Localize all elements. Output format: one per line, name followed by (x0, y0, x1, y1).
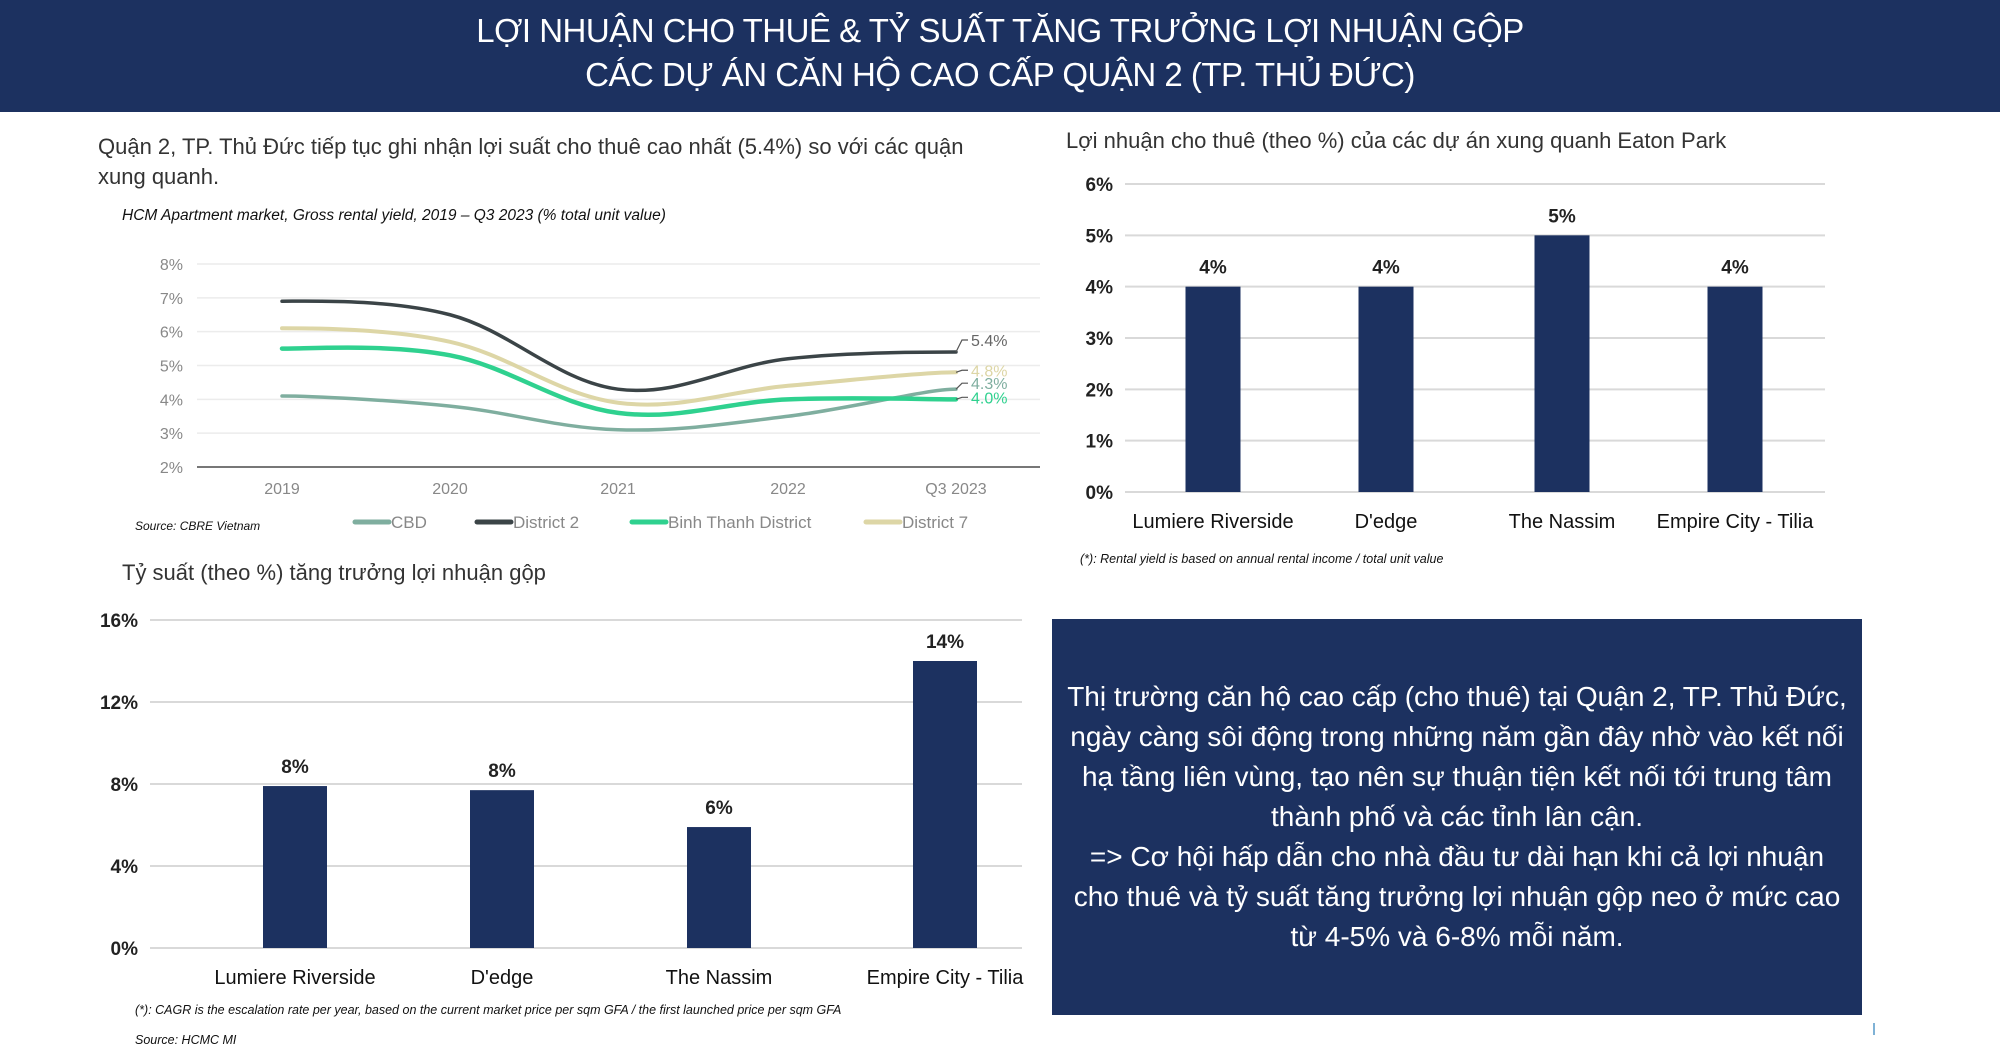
x-category-label: The Nassim (1509, 511, 1616, 533)
y-tick-label: 16% (100, 611, 138, 632)
page-title-line1: LỢI NHUẬN CHO THUÊ & TỶ SUẤT TĂNG TRƯỞNG… (476, 12, 1524, 49)
y-tick-label: 0% (111, 939, 139, 960)
x-category-label: Empire City - Tilia (867, 967, 1025, 989)
end-label-leader (955, 396, 968, 400)
growth-source: Source: HCMC MI (135, 1033, 237, 1047)
legend-label: District 7 (902, 513, 968, 532)
rental-yield-bar-chart: 0% 1% 2% 3% 4% 5% 6% 4% Lumiere Riverside 4% D'edg… (1086, 175, 1825, 533)
end-label-leader (955, 369, 968, 373)
y-tick-label: 5% (1086, 226, 1114, 247)
rental-yield-lead-text: Quận 2, TP. Thủ Đức tiếp tục ghi nhận lợ… (98, 134, 964, 189)
x-category-label: D'edge (471, 967, 534, 989)
y-tick-label: 4% (160, 392, 183, 409)
series-line-binh-thanh-district (279, 345, 959, 417)
end-label-leader (955, 339, 968, 353)
line-chart-title: HCM Apartment market, Gross rental yield… (122, 207, 666, 224)
bar (913, 661, 977, 948)
y-tick-label: 7% (160, 291, 183, 308)
bar-value-label: 8% (281, 757, 309, 778)
y-tick-label: 6% (1086, 175, 1114, 196)
bar (1707, 286, 1763, 492)
series-line-district-2 (280, 299, 958, 393)
x-tick-label: 2022 (770, 481, 806, 498)
y-tick-label: 8% (160, 257, 183, 274)
y-tick-label: 0% (1086, 483, 1114, 504)
y-tick-label: 8% (111, 775, 139, 796)
bar (687, 827, 751, 948)
y-tick-label: 4% (111, 857, 139, 878)
bar (1358, 286, 1414, 492)
x-category-label: Lumiere Riverside (214, 967, 375, 989)
page-title-line2: CÁC DỰ ÁN CĂN HỘ CAO CẤP QUẬN 2 (TP. THỦ… (585, 56, 1415, 93)
x-tick-label: Q3 2023 (925, 481, 986, 498)
bar-value-label: 4% (1721, 258, 1749, 279)
x-category-label: The Nassim (666, 967, 773, 989)
y-tick-label: 3% (160, 426, 183, 443)
end-value-label: 4.3% (971, 376, 1007, 393)
bar-value-label: 5% (1548, 206, 1576, 227)
callout-paragraph-2: => Cơ hội hấp dẫn cho nhà đầu tư dài hạn… (1073, 841, 1841, 952)
rental-yield-bar-title: Lợi nhuận cho thuê (theo %) của các dự á… (1066, 128, 1727, 153)
x-tick-label: 2019 (264, 481, 300, 498)
bar-value-label: 4% (1199, 258, 1227, 279)
line-chart-source: Source: CBRE Vietnam (135, 519, 261, 533)
x-category-label: D'edge (1355, 511, 1418, 533)
legend-label: CBD (391, 513, 427, 532)
growth-note: (*): CAGR is the escalation rate per yea… (135, 1003, 842, 1017)
callout-text: Thị trường căn hộ cao cấp (cho thuê) tại… (1066, 677, 1848, 957)
bar (263, 786, 327, 948)
page-marker (1873, 1023, 1875, 1035)
x-tick-label: 2021 (600, 481, 636, 498)
series-line-cbd (280, 387, 958, 432)
y-tick-label: 1% (1086, 432, 1114, 453)
end-value-label: 4.8% (971, 363, 1007, 380)
page-header: LỢI NHUẬN CHO THUÊ & TỶ SUẤT TĂNG TRƯỞNG… (0, 0, 2000, 112)
y-tick-label: 2% (1086, 380, 1114, 401)
callout-box: Thị trường căn hộ cao cấp (cho thuê) tại… (1052, 619, 1862, 1015)
y-tick-label: 4% (1086, 278, 1114, 299)
bar-value-label: 6% (705, 798, 733, 819)
end-label-leader (955, 382, 968, 390)
bar-value-label: 14% (926, 632, 964, 653)
end-value-label: 4.0% (971, 390, 1007, 407)
y-tick-label: 6% (160, 325, 183, 342)
series-line-district-7 (280, 326, 958, 407)
end-value-label: 5.4% (971, 333, 1007, 350)
legend-label: District 2 (513, 513, 579, 532)
bar (1185, 286, 1241, 492)
y-tick-label: 2% (160, 460, 183, 477)
x-category-label: Lumiere Riverside (1132, 511, 1293, 533)
y-tick-label: 12% (100, 693, 138, 714)
rental-yield-note: (*): Rental yield is based on annual ren… (1080, 552, 1444, 566)
bar-value-label: 8% (488, 761, 516, 782)
x-category-label: Empire City - Tilia (1657, 511, 1815, 533)
bar (470, 790, 534, 948)
bar (1534, 235, 1590, 492)
growth-bar-chart: 0% 4% 8% 12% 16% 8% Lumiere Riverside 8% D'edge 6… (100, 611, 1025, 989)
y-tick-label: 5% (160, 359, 183, 376)
growth-bar-title: Tỷ suất (theo %) tăng trưởng lợi nhuận g… (122, 560, 546, 585)
y-tick-label: 3% (1086, 329, 1114, 350)
legend-label: Binh Thanh District (668, 513, 812, 532)
callout-paragraph-1: Thị trường căn hộ cao cấp (cho thuê) tại… (1067, 681, 1847, 832)
x-tick-label: 2020 (432, 481, 468, 498)
bar-value-label: 4% (1372, 258, 1400, 279)
line-chart: 2% 3% 4% 5% 6% 7% 8% 2019 2020 2021 2022 Q3 2023 4.3… (160, 257, 1040, 532)
